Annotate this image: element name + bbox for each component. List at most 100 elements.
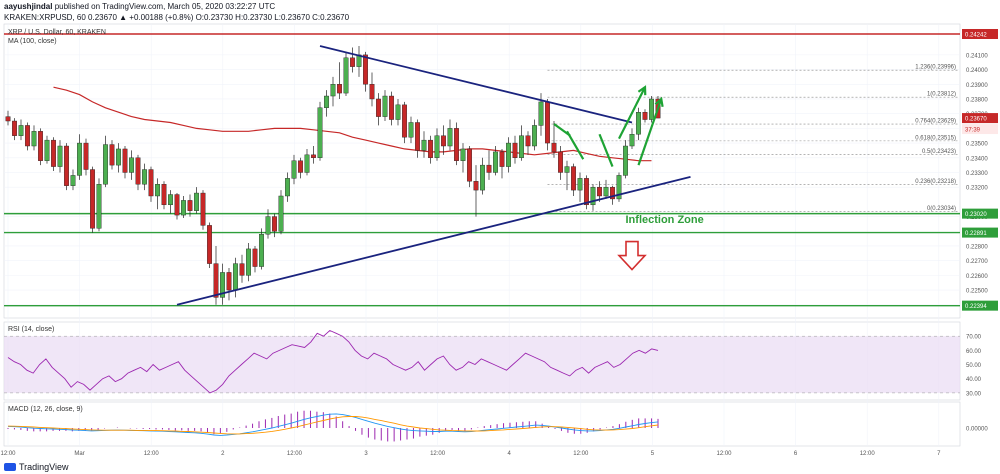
forecast-dip-stroke [598,133,614,168]
inflection-zone-label: Inflection Zone [626,214,704,226]
candle-body [142,169,147,185]
fib-level-label: 0.236(0.23218) [915,179,956,185]
candle-body [441,135,446,147]
candle-body [278,195,284,232]
candle-body [304,154,310,173]
candle-body [226,272,232,291]
price-axis-tick: 0.23200 [966,186,988,192]
candle-body [343,57,349,94]
candle-body [538,101,544,126]
candle-body [395,104,401,120]
candle-body [467,148,472,182]
candle-body [135,157,141,185]
price-badge-text: 0.24242 [965,32,987,38]
macd-legend: MACD (12, 26, close, 9) [8,406,83,413]
candle-body [389,95,394,120]
rsi-legend: RSI (14, close) [8,326,54,333]
macd-panel-frame [3,401,961,447]
forecast-up-arrow [637,98,663,166]
candle-body [161,184,167,206]
price-axis-tick: 0.22600 [966,274,988,280]
candle-body [194,192,199,211]
candle-body [122,148,128,173]
candle-body [447,128,453,147]
candle-body [597,186,602,197]
candle-body [324,95,329,108]
price-badge-text: 0.23670 [965,117,987,123]
countdown-text: 37:39 [965,128,981,134]
fib-level-label: 0.764(0.23629) [915,119,956,125]
candle-body [31,131,37,147]
candle-body [246,248,251,276]
price-badge [962,113,998,124]
candle-body [252,248,258,267]
price-badge [962,208,998,219]
fib-level-label: 1(0.23812) [927,92,956,98]
candle-body [18,125,24,136]
candle-body [298,160,303,173]
candle-body [408,122,414,138]
rsi-axis-tick: 60.00 [966,349,982,355]
price-axis-tick: 0.23900 [966,83,988,89]
candle-body [525,135,531,147]
candle-body [369,84,375,100]
macd-axis-tick: 0.00000 [966,427,988,433]
rsi-line [7,329,659,394]
candle-body [382,95,388,117]
candle-body [5,116,11,122]
forecast-up-arrow-head [637,85,647,96]
time-axis-tick: 12:00 [144,451,160,457]
candle-body [460,148,466,161]
candle-body [285,178,290,197]
publish-text: published on TradingView.com, March 05, … [54,2,276,11]
candle-body [337,84,342,94]
candle-body [532,125,537,147]
candle-body [434,135,440,158]
candle-body [577,178,583,191]
price-axis-tick: 0.23800 [966,97,988,103]
candle-body [233,263,238,291]
time-axis-tick: 5 [651,451,655,457]
candle-body [493,151,498,173]
price-panel-frame [3,23,961,319]
time-axis-tick: 4 [508,451,512,457]
candle-body [77,142,82,176]
candle-body [636,111,641,135]
candle-body [564,166,570,173]
fib-level-label: 0.5(0.23423) [922,149,956,155]
price-badge [962,28,998,39]
candle-body [174,194,180,216]
symbol-legend: XRP / U.S. Dollar, 60, KRAKEN [8,29,106,36]
candle-body [330,84,336,97]
candle-body [70,175,76,186]
candle-body [558,151,563,173]
time-axis-tick: 2 [221,451,225,457]
price-axis-tick: 0.23500 [966,142,988,148]
price-badge-text: 0.22891 [965,231,987,237]
down-arrow-icon [617,240,647,271]
candle-body [239,263,245,276]
candle-body [311,154,316,158]
candle-body [200,192,206,226]
candle-body [629,134,635,147]
fib-level-label: 0.618(0.23515) [915,135,956,141]
price-axis-tick: 0.24100 [966,53,988,59]
rsi-band [4,336,960,393]
candle-body [584,178,589,206]
time-axis-tick: 12:00 [573,451,589,457]
tradingview-logo: TradingView [4,462,69,472]
rsi-axis-tick: 70.00 [966,335,982,341]
candle-body [402,104,407,138]
rsi-axis-tick: 30.00 [966,391,982,397]
price-badge-text: 0.23020 [965,212,987,218]
candle-body [12,120,17,136]
price-axis-tick: 0.22800 [966,244,988,250]
candle-body [129,157,134,173]
price-axis-tick: 0.22500 [966,289,988,295]
rsi-axis-tick: 40.00 [966,377,982,383]
ma-legend: MA (100, close) [8,38,57,45]
tradingview-brand: TradingView [19,462,69,472]
candle-body [590,186,596,206]
candle-body [90,169,95,229]
